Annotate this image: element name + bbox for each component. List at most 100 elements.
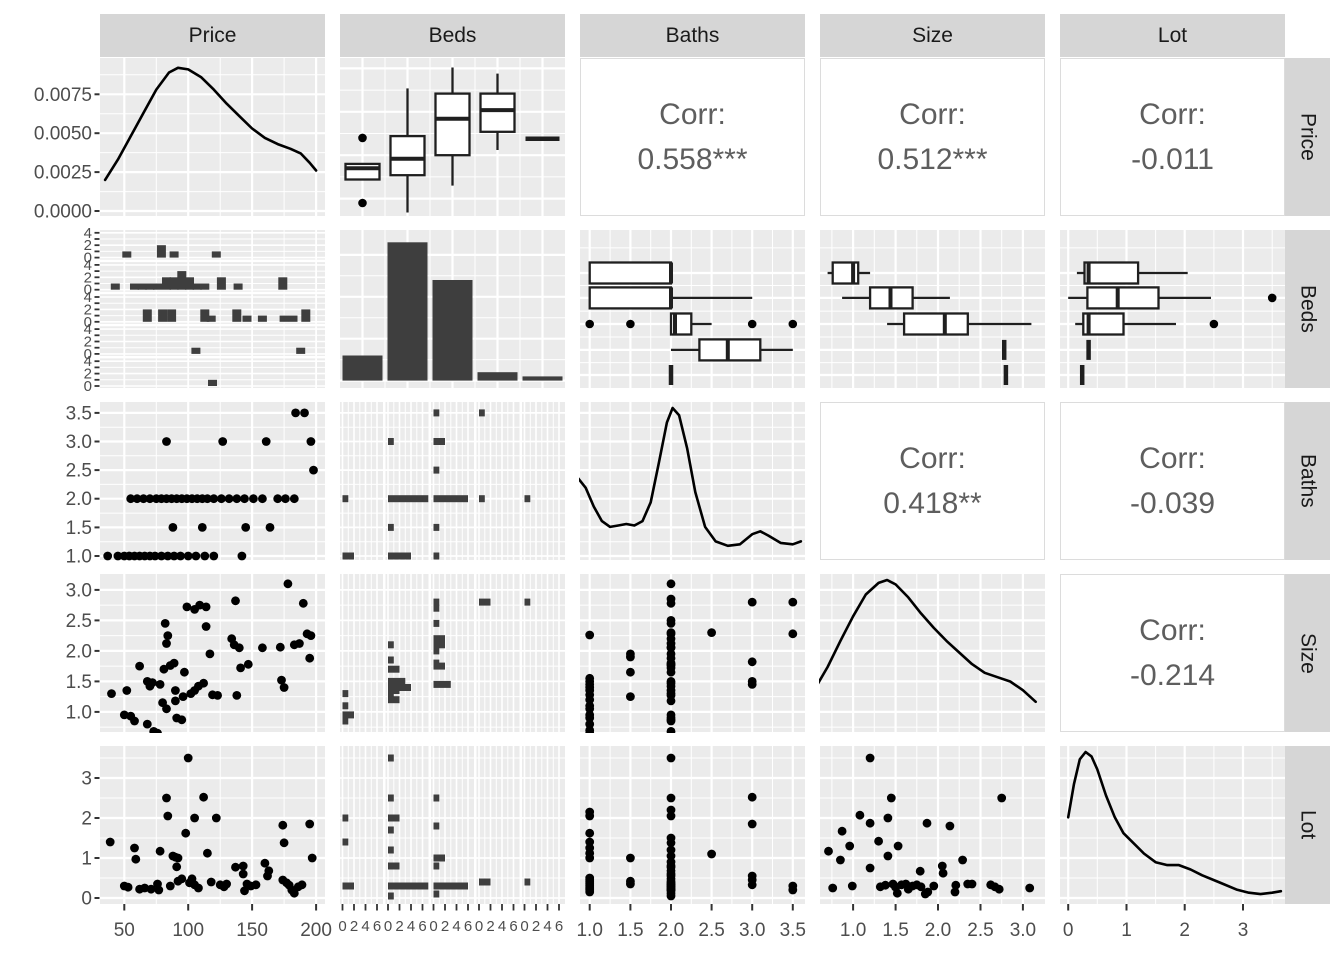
- panel-r5c4-scatter: [820, 746, 1045, 904]
- svg-text:200: 200: [300, 920, 332, 941]
- svg-text:2: 2: [84, 366, 92, 383]
- svg-text:6: 6: [509, 918, 517, 935]
- svg-text:3.0: 3.0: [1010, 920, 1036, 941]
- svg-text:1.0: 1.0: [576, 920, 602, 941]
- column-strip-lot: Lot: [1060, 14, 1285, 57]
- svg-text:2.5: 2.5: [66, 611, 92, 632]
- strip-label: Price: [188, 23, 237, 47]
- strip-label: Lot: [1296, 810, 1320, 840]
- svg-text:2.0: 2.0: [658, 920, 684, 941]
- svg-text:2: 2: [84, 334, 92, 351]
- svg-text:2: 2: [84, 301, 92, 318]
- strip-label: Baths: [665, 23, 720, 47]
- svg-text:0: 0: [84, 346, 92, 363]
- panel-r2c2-bar: [340, 230, 565, 388]
- svg-text:1.5: 1.5: [882, 920, 908, 941]
- svg-text:50: 50: [114, 920, 135, 941]
- svg-text:0: 0: [84, 314, 92, 331]
- svg-text:2: 2: [532, 918, 540, 935]
- corr-value: -0.011: [1131, 142, 1214, 176]
- panel-r4c1-scatter: [100, 574, 325, 733]
- svg-text:3: 3: [1238, 920, 1249, 941]
- svg-text:2.0: 2.0: [66, 641, 92, 662]
- svg-text:1.0: 1.0: [66, 547, 92, 568]
- svg-text:3.0: 3.0: [66, 432, 92, 453]
- panel-r2c1-facethist-rows: [100, 230, 325, 388]
- panel-r5c1-scatter: [100, 746, 325, 904]
- svg-text:0: 0: [81, 889, 92, 910]
- column-strip-beds: Beds: [340, 14, 565, 57]
- svg-text:3.5: 3.5: [66, 403, 92, 424]
- svg-text:100: 100: [172, 920, 204, 941]
- svg-text:4: 4: [84, 289, 92, 306]
- svg-text:3.0: 3.0: [66, 580, 92, 601]
- svg-text:0.0075: 0.0075: [34, 85, 92, 106]
- svg-text:2.5: 2.5: [66, 461, 92, 482]
- svg-text:4: 4: [361, 918, 369, 935]
- svg-text:1: 1: [1121, 920, 1132, 941]
- svg-text:2: 2: [486, 918, 494, 935]
- svg-text:4: 4: [84, 257, 92, 274]
- svg-text:1.0: 1.0: [66, 702, 92, 723]
- svg-text:2.0: 2.0: [66, 489, 92, 510]
- column-strip-price: Price: [100, 14, 325, 57]
- svg-text:6: 6: [464, 918, 472, 935]
- svg-text:2: 2: [84, 237, 92, 254]
- corr-label: Corr:: [1139, 97, 1206, 131]
- svg-text:0.0025: 0.0025: [34, 163, 92, 184]
- svg-text:2: 2: [350, 918, 358, 935]
- svg-text:0: 0: [84, 282, 92, 299]
- panel-r3c1-scatter: [100, 402, 325, 561]
- corr-label: Corr:: [1139, 613, 1206, 647]
- corr-label: Corr:: [899, 97, 966, 131]
- corr-cell-price-baths: Corr: 0.558***: [580, 58, 805, 216]
- svg-text:0: 0: [338, 918, 346, 935]
- panel-r4c4-density: [819, 574, 1045, 732]
- corr-cell-baths-lot: Corr: -0.039: [1060, 402, 1285, 560]
- svg-text:1.5: 1.5: [617, 920, 643, 941]
- panel-r2c5-box-horizontal: [1060, 230, 1285, 388]
- svg-text:1.0: 1.0: [840, 920, 866, 941]
- panel-r1c2-box-vertical: [340, 58, 565, 216]
- svg-text:150: 150: [236, 920, 268, 941]
- column-strip-baths: Baths: [580, 14, 805, 57]
- panel-r5c5-density: [1060, 746, 1285, 904]
- panel-r2c3-box-horizontal: [580, 230, 805, 388]
- row-strip-lot: Lot: [1285, 746, 1330, 904]
- row-strip-beds: Beds: [1285, 230, 1330, 388]
- svg-text:1.5: 1.5: [66, 672, 92, 693]
- corr-cell-size-lot: Corr: -0.214: [1060, 574, 1285, 732]
- svg-text:2: 2: [395, 918, 403, 935]
- svg-text:4: 4: [498, 918, 506, 935]
- panel-r5c3-scatter: [580, 746, 805, 904]
- strip-label: Beds: [1296, 285, 1320, 333]
- svg-text:0: 0: [84, 378, 92, 395]
- svg-text:0: 0: [84, 250, 92, 267]
- strip-label: Size: [1296, 632, 1320, 674]
- svg-text:0.0000: 0.0000: [34, 202, 92, 223]
- row-strip-size: Size: [1285, 574, 1330, 732]
- row-strip-baths: Baths: [1285, 402, 1330, 560]
- corr-cell-price-size: Corr: 0.512***: [820, 58, 1045, 216]
- svg-text:2.5: 2.5: [967, 920, 993, 941]
- svg-text:6: 6: [555, 918, 563, 935]
- axis-labels: 0.0000 0.0025 0.0050 0.0075 1.0 1.5 2.0 2.5 3.0 3…: [34, 85, 1248, 941]
- panel-r5c2-facethist-cols: [340, 746, 565, 904]
- svg-text:4: 4: [84, 225, 92, 242]
- svg-text:6: 6: [418, 918, 426, 935]
- row-strip-price: Price: [1285, 58, 1330, 216]
- svg-text:4: 4: [543, 918, 551, 935]
- svg-text:0: 0: [429, 918, 437, 935]
- strip-label: Price: [1296, 113, 1320, 161]
- svg-text:3: 3: [81, 769, 92, 790]
- svg-text:1: 1: [81, 849, 92, 870]
- corr-label: Corr:: [1139, 441, 1206, 475]
- strip-label: Beds: [428, 23, 477, 47]
- corr-cell-price-lot: Corr: -0.011: [1060, 58, 1285, 216]
- panel-r3c2-facethist-cols: [340, 402, 565, 560]
- strip-label: Size: [912, 23, 953, 47]
- svg-text:1.5: 1.5: [66, 518, 92, 539]
- svg-text:0: 0: [384, 918, 392, 935]
